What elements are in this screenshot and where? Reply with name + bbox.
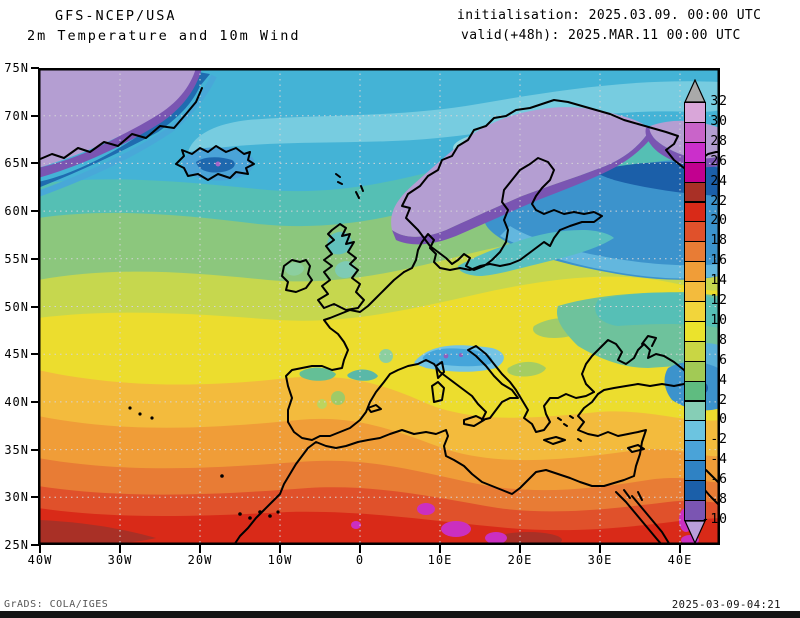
coastline-greenland <box>38 87 203 161</box>
x-axis-tick <box>39 545 41 553</box>
x-axis-tick <box>199 545 201 553</box>
y-tick-label: 60N <box>4 204 29 219</box>
colorbar-level-label: 24 <box>710 173 728 189</box>
colorbar-level-label: 20 <box>710 213 728 229</box>
y-tick-label: 50N <box>4 299 29 314</box>
y-axis-tick <box>31 257 39 260</box>
y-axis-tick <box>31 448 39 451</box>
colorbar-level-label: -6 <box>710 472 728 488</box>
render-timestamp: 2025-03-09-04:21 <box>671 599 781 611</box>
grads-credit: GrADS: COLA/IGES <box>4 599 109 610</box>
coastline-red-sea <box>615 469 720 545</box>
map-border <box>38 68 720 545</box>
y-tick-label: 30N <box>4 490 29 505</box>
x-tick-label: 40W <box>27 553 53 567</box>
x-axis-tick <box>519 545 521 553</box>
x-tick-label: 10W <box>267 553 293 567</box>
coastline-baltic-scandinavia-inner <box>403 157 603 273</box>
x-tick-label: 0 <box>355 553 365 567</box>
colorbar-level-label: -8 <box>710 492 728 507</box>
y-tick-label: 35N <box>4 442 29 457</box>
map-plot-area <box>38 68 720 545</box>
colorbar-level-label: 28 <box>710 133 728 149</box>
colorbar-level-label: 18 <box>710 233 728 249</box>
colorbar-legend: 32 30 28 26 24 22 20 18 16 14 12 10 8 6 4 2 0 -2 -4 -6 -8 -10 <box>684 79 742 552</box>
x-axis-tick <box>439 545 441 553</box>
colorbar-level-label: 14 <box>710 273 728 289</box>
colorbar-level-label: 12 <box>710 293 728 308</box>
y-tick-label: 70N <box>4 108 29 123</box>
colorbar-level-label: 8 <box>719 332 728 348</box>
y-tick-label: 40N <box>4 394 29 409</box>
init-time-label: initialisation: 2025.03.09. 00:00 UTC <box>457 8 762 23</box>
colorbar-level-label: -2 <box>710 432 728 448</box>
x-tick-label: 30W <box>107 553 133 567</box>
field-warm-south <box>38 370 720 545</box>
y-axis-tick <box>31 400 39 403</box>
coastline-british-isles <box>281 173 365 311</box>
y-tick-label: 45N <box>4 347 29 362</box>
y-axis-tick <box>31 67 39 69</box>
colorbar-level-label: 0 <box>719 412 728 428</box>
y-tick-label: 55N <box>4 251 29 266</box>
y-tick-label: 65N <box>4 156 29 171</box>
chart-subtitle: 2m Temperature and 10m Wind <box>27 28 301 44</box>
coastline-scandinavia-arctic <box>401 99 720 231</box>
colorbar-level-label: 10 <box>710 312 728 328</box>
y-axis-tick <box>31 114 39 117</box>
y-axis-tick <box>31 544 39 546</box>
x-axis-tick <box>119 545 121 553</box>
x-tick-label: 20E <box>507 553 533 567</box>
coastline-continental-europe-africa <box>233 271 647 545</box>
colorbar-level-label: 4 <box>719 372 728 388</box>
field-greenland-purple <box>38 68 202 178</box>
y-axis-tick <box>31 353 39 356</box>
colorbar-level-label: 22 <box>710 193 728 209</box>
y-tick-label: 75N <box>4 61 29 75</box>
y-axis-tick <box>31 162 39 165</box>
coastline-iceland <box>175 145 255 181</box>
x-tick-label: 20W <box>187 553 213 567</box>
graticule <box>38 68 720 545</box>
x-axis-tick <box>279 545 281 553</box>
y-tick-label: 25N <box>4 538 29 552</box>
temperature-field-figure <box>38 68 720 545</box>
y-axis-tick <box>31 210 39 213</box>
x-tick-label: 10E <box>427 553 453 567</box>
colorbar-level-label: 16 <box>710 253 728 269</box>
colorbar-level-label: 32 <box>710 94 728 109</box>
valid-time-label: valid(+48h): 2025.MAR.11 00:00 UTC <box>461 28 741 43</box>
x-axis-tick <box>599 545 601 553</box>
x-axis-tick <box>679 545 681 553</box>
y-axis-tick <box>31 496 39 499</box>
colorbar-level-label: -10 <box>701 511 728 527</box>
islands-mediterranean <box>367 361 645 453</box>
colorbar-level-label: 26 <box>710 153 728 169</box>
x-tick-label: 40E <box>667 553 693 567</box>
x-axis-tick <box>359 545 361 553</box>
colorbar-level-label: 2 <box>719 392 728 408</box>
x-tick-label: 30E <box>587 553 613 567</box>
colorbar-level-label: -4 <box>710 452 728 468</box>
model-title: GFS-NCEP/USA <box>55 8 177 24</box>
coastline-black-sea <box>581 335 693 395</box>
bottom-bar <box>0 611 800 618</box>
colorbar-arrow-under <box>684 520 706 544</box>
islands-atlantic <box>128 406 280 520</box>
colorbar-level-label: 6 <box>719 352 728 368</box>
y-axis-tick <box>31 305 39 308</box>
colorbar-level-label: 30 <box>710 113 728 129</box>
